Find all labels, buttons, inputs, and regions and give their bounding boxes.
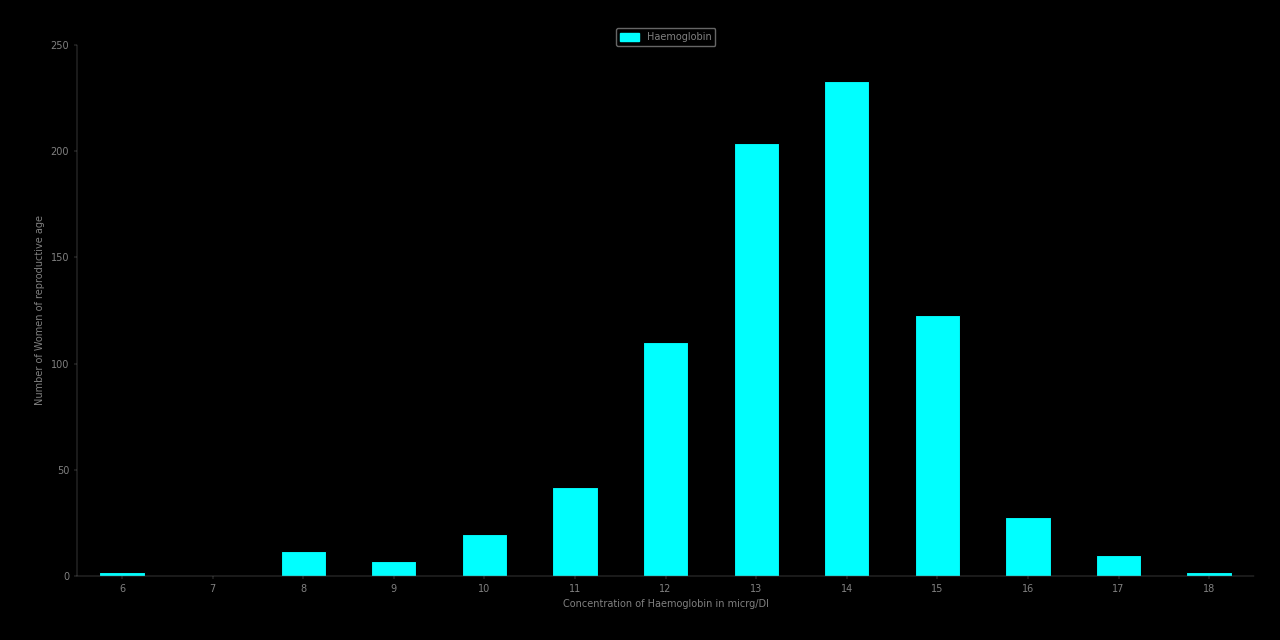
Bar [733,143,778,576]
Legend: Haemoglobin: Haemoglobin [616,28,716,46]
Bar [643,342,689,576]
Bar [280,550,326,576]
Bar [1005,516,1051,576]
Bar [462,534,507,576]
Bar [915,315,960,576]
Bar [371,561,416,576]
Bar [824,81,869,576]
Bar [100,572,145,576]
Bar [553,487,598,576]
Y-axis label: Number of Women of reproductive age: Number of Women of reproductive age [35,216,45,405]
Bar [1187,572,1231,576]
Bar [1096,555,1142,576]
X-axis label: Concentration of Haemoglobin in micrg/Dl: Concentration of Haemoglobin in micrg/Dl [563,599,768,609]
